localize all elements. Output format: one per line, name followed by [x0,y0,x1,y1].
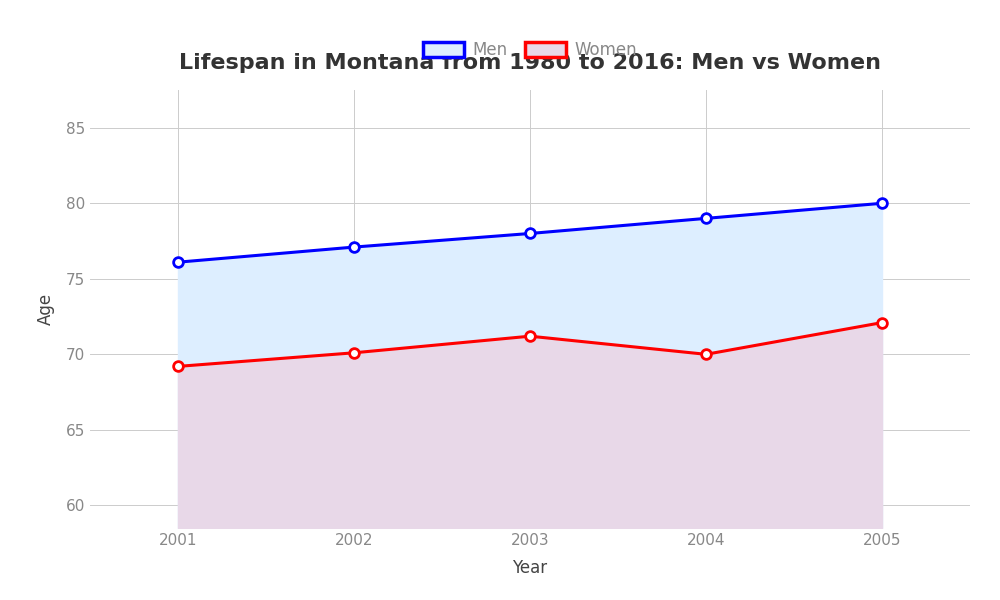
X-axis label: Year: Year [512,559,548,577]
Y-axis label: Age: Age [37,293,55,325]
Title: Lifespan in Montana from 1980 to 2016: Men vs Women: Lifespan in Montana from 1980 to 2016: M… [179,53,881,73]
Legend: Men, Women: Men, Women [423,41,637,59]
